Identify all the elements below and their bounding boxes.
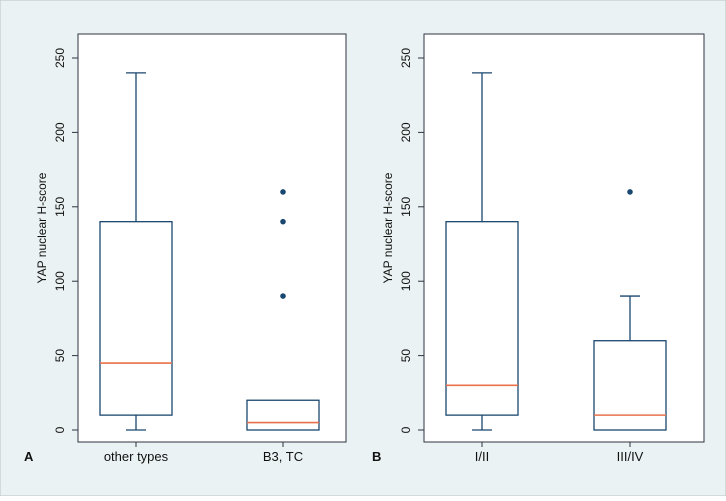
plot-area [77, 33, 347, 443]
y-tick-label: 250 [53, 48, 67, 68]
y-tick-label: 200 [53, 122, 67, 142]
x-tick-label: other types [104, 449, 169, 464]
y-axis-title: YAP nuclear H-score [35, 172, 49, 283]
y-tick-label: 100 [399, 271, 413, 291]
y-tick-label: 50 [399, 349, 413, 363]
y-tick-label: 0 [53, 426, 67, 433]
outlier-point [280, 189, 286, 195]
iqr-box [99, 221, 173, 416]
chart-panel-a: 0 50 100 150 200 250 YAP nuclear H-score other … [24, 33, 347, 464]
box-b3-tc [246, 189, 320, 431]
iqr-box [246, 399, 320, 431]
plot-area [423, 33, 705, 443]
y-tick-label: 150 [53, 196, 67, 216]
y-tick-label: 200 [399, 122, 413, 142]
y-tick-label: 0 [399, 426, 413, 433]
y-tick-label: 50 [53, 349, 67, 363]
x-tick-label: I/II [475, 449, 489, 464]
y-axis-title: YAP nuclear H-score [381, 172, 395, 283]
outlier-point [627, 189, 633, 195]
x-tick-label: III/IV [617, 449, 644, 464]
y-tick-label: 250 [399, 48, 413, 68]
box-other-types [99, 72, 173, 431]
box-i-ii [445, 72, 519, 431]
chart-panel-b: 0 50 100 150 200 250 YAP nuclear H-score I/II II… [372, 33, 705, 464]
box-iii-iv [593, 189, 667, 431]
y-tick-label: 100 [53, 271, 67, 291]
outlier-point [280, 293, 286, 299]
iqr-box [445, 221, 519, 416]
iqr-box [593, 340, 667, 431]
y-tick-label: 150 [399, 196, 413, 216]
outlier-point [280, 218, 286, 225]
panel-label: B [372, 449, 381, 464]
x-tick-label: B3, TC [263, 449, 303, 464]
panel-label: A [24, 449, 34, 464]
